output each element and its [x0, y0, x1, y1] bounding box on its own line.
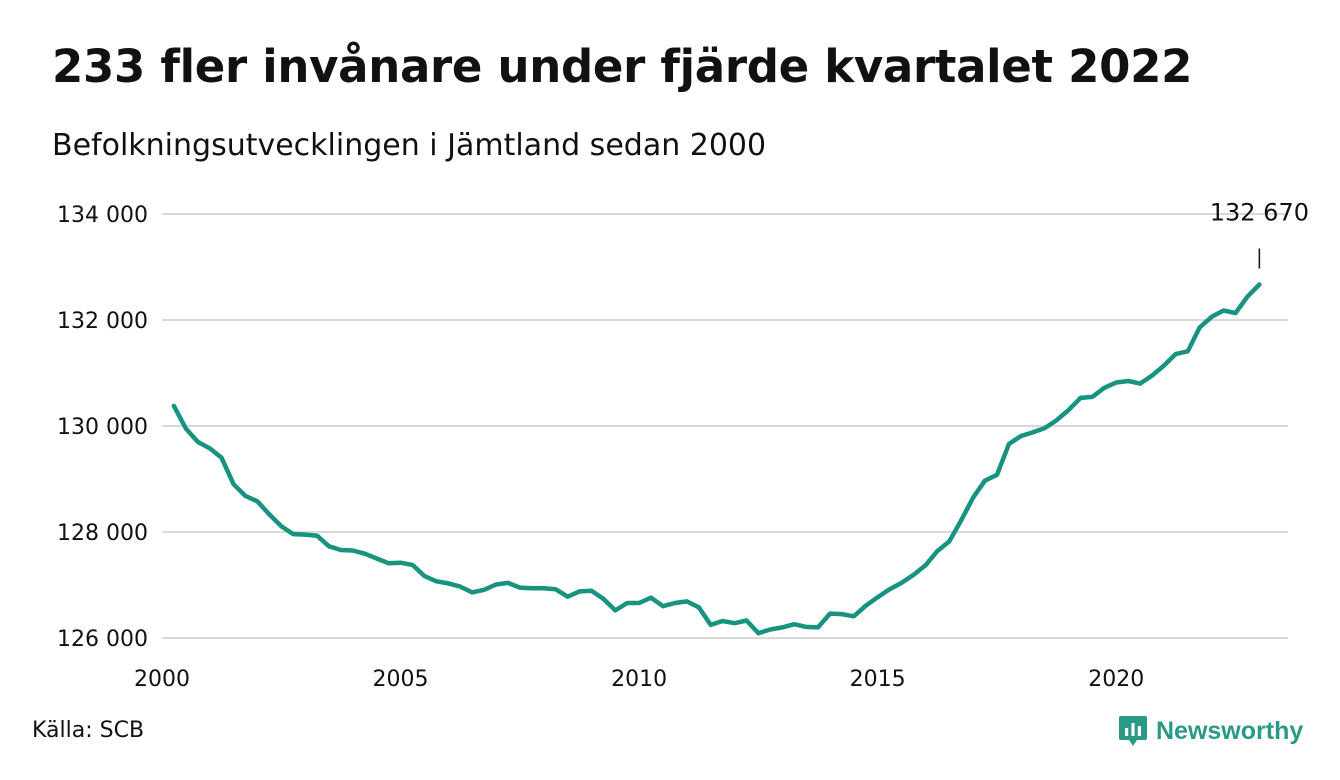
- source-note: Källa: SCB: [32, 718, 145, 743]
- annotation-label: 132 670: [1210, 198, 1309, 226]
- y-axis: 126 000 128 000 130 000 132 000 134 000: [57, 203, 148, 652]
- series-line-0: [171, 282, 1262, 636]
- brand-logo[interactable]: Newsworthy: [1118, 714, 1303, 748]
- y-tick-label: 128 000: [57, 521, 148, 546]
- x-axis: 2000 2005 2010 2015 2020: [134, 667, 1144, 692]
- x-tick-label: 2005: [373, 667, 429, 692]
- y-tick-label: 130 000: [57, 415, 148, 440]
- gridlines: [162, 213, 1288, 639]
- x-tick-label: 2010: [611, 667, 667, 692]
- y-tick-label: 126 000: [57, 627, 148, 652]
- annotation-group: 132 670: [1210, 198, 1309, 269]
- x-tick-label: 2015: [850, 667, 906, 692]
- y-tick-label: 132 000: [57, 309, 148, 334]
- newsworthy-logo-icon: [1119, 716, 1147, 746]
- y-tick-label: 134 000: [57, 203, 148, 228]
- chart-title: 233 fler invånare under fjärde kvartalet…: [52, 40, 1193, 93]
- x-tick-label: 2020: [1088, 667, 1144, 692]
- x-tick-label: 2000: [134, 667, 190, 692]
- line-chart: 126 000 128 000 130 000 132 000 134 000 2000…: [57, 198, 1309, 692]
- series-group: [171, 282, 1262, 636]
- brand-name: Newsworthy: [1156, 716, 1304, 745]
- chart-subtitle: Befolkningsutvecklingen i Jämtland sedan…: [52, 128, 767, 163]
